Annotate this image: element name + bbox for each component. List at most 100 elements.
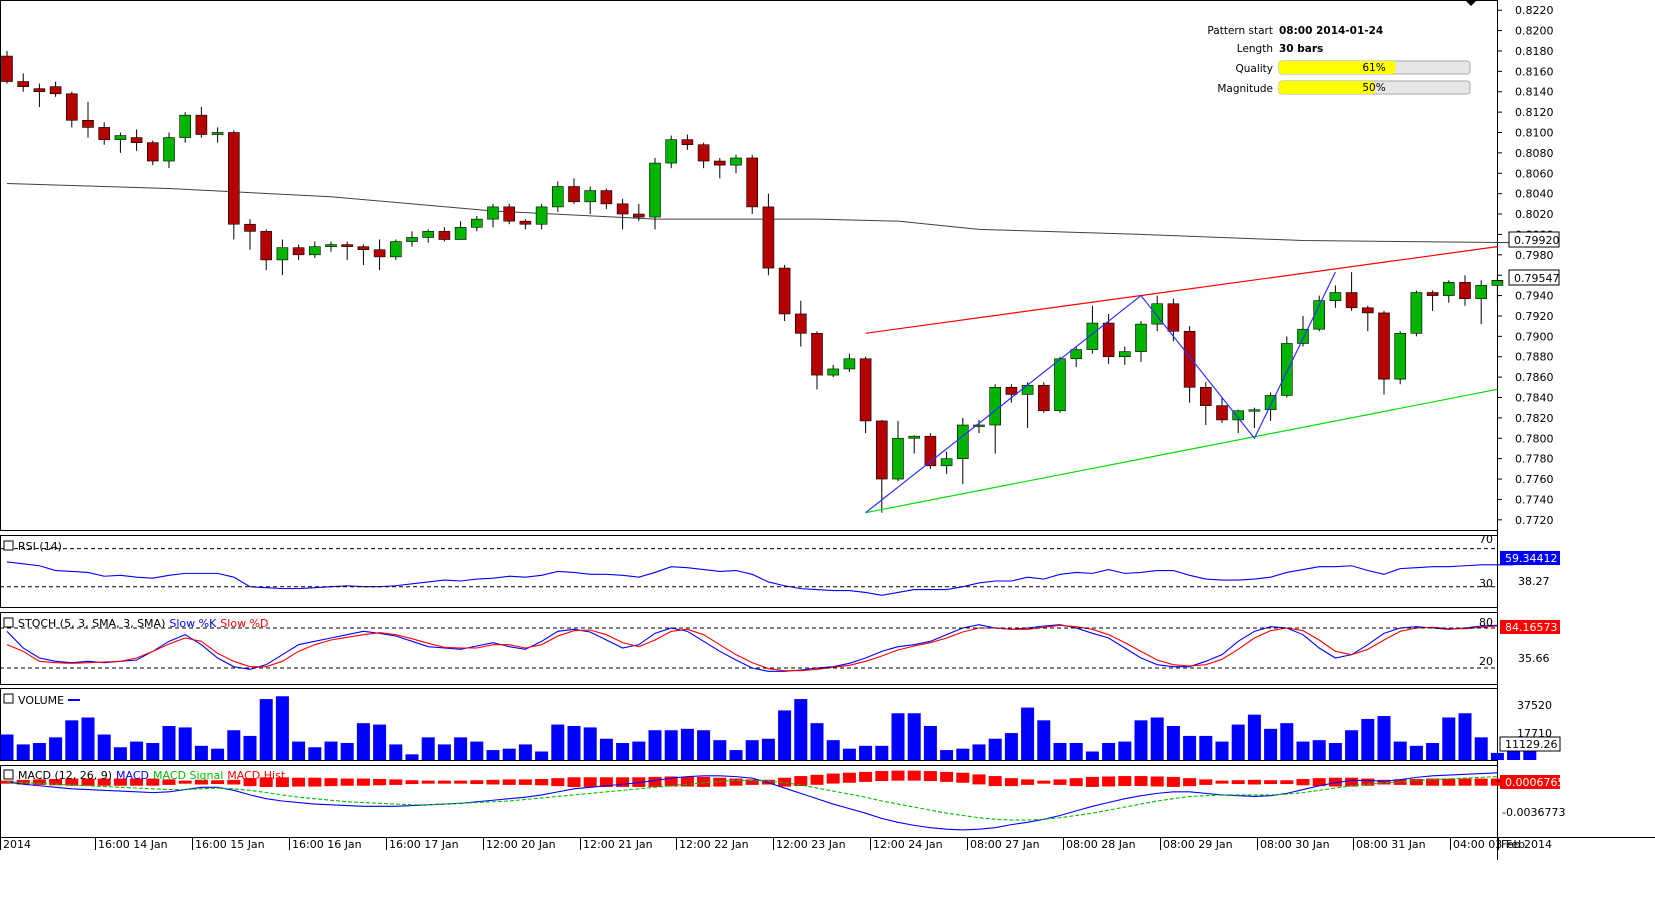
candle xyxy=(130,129,143,151)
volume-bar xyxy=(940,750,954,760)
stoch-k-line xyxy=(6,624,1498,672)
macd-hist-bar xyxy=(486,779,500,785)
candle xyxy=(147,140,159,166)
candle-body xyxy=(551,186,564,208)
candle xyxy=(1443,280,1455,303)
candle-body xyxy=(1200,387,1212,406)
candle xyxy=(1,50,13,84)
rsi-toggle-box[interactable] xyxy=(3,540,14,551)
macd-hist-bar xyxy=(1102,776,1116,787)
zigzag-line xyxy=(865,271,1336,514)
candle xyxy=(713,157,726,179)
candle xyxy=(308,241,321,258)
candle xyxy=(438,227,451,242)
macd-hist-bar xyxy=(1085,776,1099,787)
macd-hist-bar xyxy=(292,777,306,787)
rsi-panel xyxy=(0,548,1514,596)
macd-hist-bar xyxy=(567,777,581,787)
candle-body xyxy=(924,435,937,467)
volume-bar xyxy=(535,751,549,760)
time-tick-label: 16:00 16 Jan xyxy=(292,838,362,851)
macd-panel xyxy=(0,770,1555,831)
macd-hist-bar xyxy=(65,778,79,786)
candle xyxy=(33,83,46,108)
price-tick-label: 0.7820 xyxy=(1515,412,1554,425)
candle xyxy=(357,244,370,265)
time-tick-label: 12:00 20 Jan xyxy=(486,838,556,851)
volume-toggle-box[interactable] xyxy=(3,693,14,704)
macd-hist-bar xyxy=(405,780,419,785)
time-tick-label: 2014 xyxy=(3,838,31,851)
time-tick-label: Feb 2014 xyxy=(1501,838,1552,851)
candle-body xyxy=(940,458,953,467)
candle xyxy=(1135,321,1147,362)
macd-hist-bar xyxy=(470,780,484,785)
volume-title: VOLUME xyxy=(18,694,64,707)
candle xyxy=(1167,298,1180,342)
candle xyxy=(1459,275,1471,306)
candle-body xyxy=(1102,322,1115,358)
macd-hist-bar xyxy=(1474,778,1488,786)
volume-bar xyxy=(259,699,273,760)
volume-bar xyxy=(502,748,516,760)
candle-body xyxy=(908,435,921,439)
pattern-info-panel: Pattern start 08:00 2014-01-24 Length 30… xyxy=(1207,25,1471,95)
candle-body xyxy=(1021,384,1034,395)
panel-border-price xyxy=(0,0,1498,531)
volume-panel xyxy=(0,696,1537,760)
candle-body xyxy=(1119,351,1131,358)
panel-titles: RSI (14) STOCH (5, 3, SMA, 3, SMA) Slow %… xyxy=(3,540,286,782)
candle xyxy=(49,81,62,97)
volume-bar xyxy=(697,730,711,760)
macd-signal-legend: MACD Signal xyxy=(153,769,223,782)
volume-bar xyxy=(1102,743,1116,760)
volume-bar xyxy=(227,730,241,760)
time-tick-label: 12:00 21 Jan xyxy=(583,838,653,851)
volume-bar xyxy=(1231,724,1245,760)
candle-body xyxy=(1183,330,1196,388)
scroll-down-arrow-icon[interactable] xyxy=(1465,0,1477,6)
candle-body xyxy=(292,247,305,256)
volume-bar xyxy=(1312,740,1326,760)
macd-hist-bar xyxy=(130,778,144,786)
price-tick-label: 0.8080 xyxy=(1515,147,1554,160)
volume-bar xyxy=(648,730,662,760)
macd-toggle-box[interactable] xyxy=(3,769,14,780)
macd-hist-bar xyxy=(1458,778,1472,786)
volume-bar xyxy=(97,734,111,760)
volume-bar xyxy=(923,726,937,760)
volume-bar xyxy=(842,748,856,760)
candle xyxy=(260,229,273,271)
macd-hist-bar xyxy=(373,778,387,786)
macd-hist-bar xyxy=(1183,778,1197,787)
macd-hist-bar xyxy=(194,779,208,785)
time-tick-label: 08:00 28 Jan xyxy=(1066,838,1136,851)
candle xyxy=(1264,392,1277,421)
price-badges: 0.79920 0.79547 xyxy=(1508,231,1560,286)
candle-body xyxy=(1216,405,1228,421)
candle-body xyxy=(454,226,467,240)
candle-body xyxy=(163,137,175,162)
candle xyxy=(827,364,840,378)
volume-bar xyxy=(907,713,921,760)
volume-bar xyxy=(988,738,1002,760)
candle-body xyxy=(973,424,985,427)
candle-body xyxy=(1475,285,1487,299)
candle-body xyxy=(1151,303,1163,325)
volume-bar xyxy=(632,741,646,760)
candle xyxy=(66,91,78,128)
stoch-toggle-box[interactable] xyxy=(3,617,14,628)
price-tick-label: 0.8040 xyxy=(1515,188,1554,201)
price-tick-label: 0.8020 xyxy=(1515,208,1554,221)
macd-hist-bar xyxy=(972,774,986,785)
candle xyxy=(1281,336,1293,398)
volume-bar xyxy=(1296,741,1310,760)
price-tick-label: 0.7760 xyxy=(1515,473,1554,486)
volume-bar xyxy=(599,738,613,760)
macd-hist-legend: MACD Hist xyxy=(227,769,286,782)
volume-bar xyxy=(81,717,95,760)
candle xyxy=(616,198,629,230)
volume-value-badge xyxy=(1499,736,1561,752)
time-tick-label: 08:00 29 Jan xyxy=(1163,838,1233,851)
candle xyxy=(1216,397,1228,423)
